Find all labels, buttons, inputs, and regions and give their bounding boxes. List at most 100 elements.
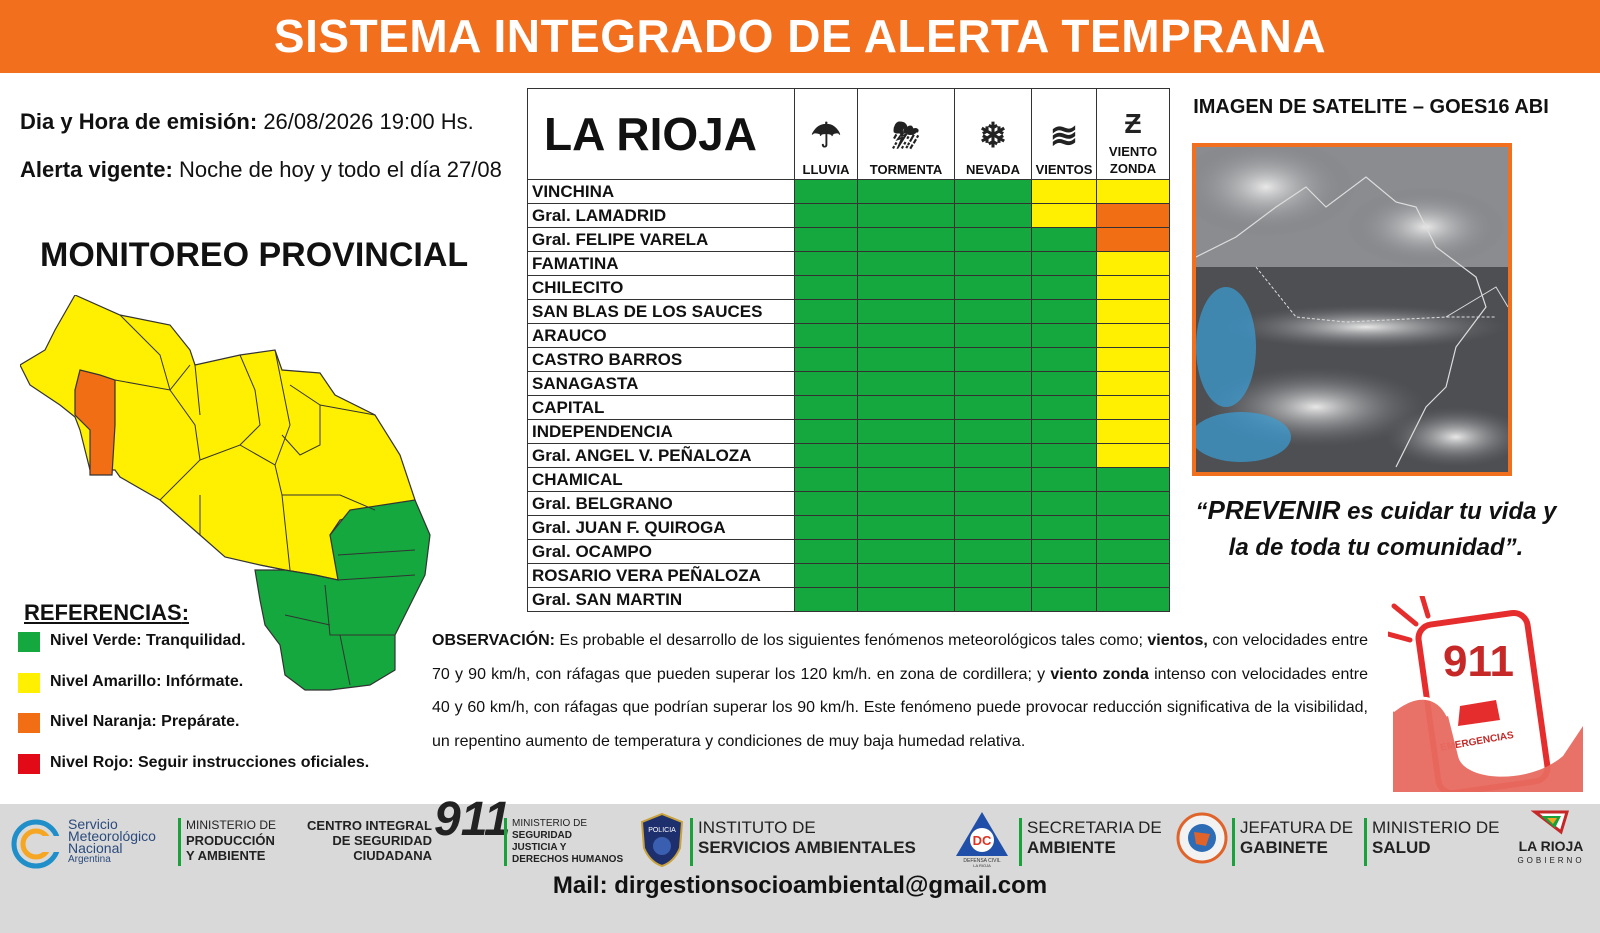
svg-text:DEFENSA CIVIL: DEFENSA CIVIL <box>963 858 1000 864</box>
contact-email[interactable]: Mail: dirgestionsocioambiental@gmail.com <box>552 872 1048 899</box>
alert-cell-nevada <box>954 227 1032 252</box>
alert-cell-vientos <box>1031 323 1097 348</box>
department-name: ROSARIO VERA PEÑALOZA <box>527 563 795 588</box>
gobierno-la-rioja-logo: LA RIOJA GOBIERNO <box>1508 806 1594 868</box>
alert-cell-nevada <box>954 323 1032 348</box>
alert-cell-viento-zonda <box>1096 203 1170 228</box>
alert-cell-lluvia <box>794 443 858 468</box>
table-row: Gral. JUAN F. QUIROGA <box>527 515 1170 540</box>
province-map <box>20 295 431 691</box>
storm-cloud-icon: ⛈ <box>892 117 920 155</box>
alert-cell-tormenta <box>857 323 955 348</box>
svg-text:LA RIOJA: LA RIOJA <box>973 863 991 868</box>
alert-cell-lluvia <box>794 227 858 252</box>
alert-cell-nevada <box>954 275 1032 300</box>
phone-number: 911 <box>1443 637 1514 686</box>
alert-cell-viento-zonda <box>1096 395 1170 420</box>
alert-cell-lluvia <box>794 203 858 228</box>
satellite-picture <box>1196 147 1508 472</box>
satellite-image <box>1192 143 1512 476</box>
map-region-orange-west <box>74 369 116 476</box>
department-name: FAMATINA <box>527 251 795 276</box>
defensa-civil-icon: DC DEFENSA CIVIL LA RIOJA <box>956 812 1008 868</box>
department-name: ARAUCO <box>527 323 795 348</box>
alert-cell-tormenta <box>857 443 955 468</box>
alert-cell-lluvia <box>794 251 858 276</box>
department-name: CASTRO BARROS <box>527 347 795 372</box>
table-row: CHAMICAL <box>527 467 1170 492</box>
col-nevada: ❄ NEVADA <box>954 88 1032 180</box>
alert-cell-nevada <box>954 443 1032 468</box>
table-row: CAPITAL <box>527 395 1170 420</box>
alert-cell-vientos <box>1031 299 1097 324</box>
alert-cell-vientos <box>1031 443 1097 468</box>
table-row: Gral. FELIPE VARELA <box>527 227 1170 252</box>
table-row: Gral. OCAMPO <box>527 539 1170 564</box>
min-seguridad-logo: MINISTERIO DE SEGURIDAD JUSTICIA Y DEREC… <box>504 818 632 866</box>
alert-cell-vientos <box>1031 275 1097 300</box>
alert-cell-tormenta <box>857 203 955 228</box>
alert-cell-vientos <box>1031 563 1097 588</box>
alert-cell-tormenta <box>857 395 955 420</box>
col-vientos: ≋ VIENTOS <box>1031 88 1097 180</box>
observation-text: OBSERVACIÓN: Es probable el desarrollo d… <box>432 632 1369 750</box>
alert-cell-viento-zonda <box>1096 515 1170 540</box>
alert-cell-tormenta <box>857 419 955 444</box>
alert-cell-viento-zonda <box>1096 275 1170 300</box>
alert-cell-tormenta <box>857 515 955 540</box>
table-row: SANAGASTA <box>527 371 1170 396</box>
alert-validity: Alerta vigente: Noche de hoy y todo el d… <box>20 157 502 182</box>
table-row: CHILECITO <box>527 275 1170 300</box>
table-row: VINCHINA <box>527 179 1170 204</box>
alert-cell-vientos <box>1031 347 1097 372</box>
department-name: Gral. FELIPE VARELA <box>527 227 795 252</box>
alert-cell-nevada <box>954 179 1032 204</box>
department-name: CHILECITO <box>527 275 795 300</box>
table-row: Gral. ANGEL V. PEÑALOZA <box>527 443 1170 468</box>
alert-cell-vientos <box>1031 539 1097 564</box>
alert-cell-vientos <box>1031 515 1097 540</box>
alert-cell-tormenta <box>857 563 955 588</box>
alert-cell-vientos <box>1031 587 1097 612</box>
alert-cell-viento-zonda <box>1096 347 1170 372</box>
monitor-title: MONITOREO PROVINCIAL <box>40 236 469 274</box>
alert-cell-nevada <box>954 491 1032 516</box>
alert-cell-tormenta <box>857 299 955 324</box>
table-row: ROSARIO VERA PEÑALOZA <box>527 563 1170 588</box>
alert-cell-vientos <box>1031 227 1097 252</box>
alert-cell-lluvia <box>794 491 858 516</box>
province-name: LA RIOJA <box>527 88 795 180</box>
department-name: Gral. ANGEL V. PEÑALOZA <box>527 443 795 468</box>
svg-text:POLICIA: POLICIA <box>648 827 676 834</box>
ministerio-salud-logo: MINISTERIO DE SALUD <box>1364 818 1512 866</box>
department-name: SANAGASTA <box>527 371 795 396</box>
col-tormenta: ⛈ TORMENTA <box>857 88 955 180</box>
alert-cell-viento-zonda <box>1096 419 1170 444</box>
table-row: SAN BLAS DE LOS SAUCES <box>527 299 1170 324</box>
alert-cell-viento-zonda <box>1096 371 1170 396</box>
department-name: Gral. SAN MARTIN <box>527 587 795 612</box>
table-row: INDEPENDENCIA <box>527 419 1170 444</box>
references-title: REFERENCIAS: <box>24 600 190 625</box>
alert-cell-lluvia <box>794 515 858 540</box>
emission-date: Dia y Hora de emisión: 26/08/2026 19:00 … <box>20 109 474 134</box>
snowflake-icon: ❄ <box>978 117 1008 155</box>
zonda-icon: Ƶ <box>1124 108 1142 139</box>
alert-cell-nevada <box>954 347 1032 372</box>
col-lluvia: ☂ LLUVIA <box>794 88 858 180</box>
alert-cell-lluvia <box>794 347 858 372</box>
alert-cell-nevada <box>954 251 1032 276</box>
alert-cell-lluvia <box>794 563 858 588</box>
map-region-green-south <box>254 499 431 691</box>
alert-cell-nevada <box>954 467 1032 492</box>
alert-cell-vientos <box>1031 251 1097 276</box>
policia-shield-icon: POLICIA <box>640 812 684 868</box>
alert-cell-lluvia <box>794 587 858 612</box>
alert-cell-nevada <box>954 539 1032 564</box>
alert-cell-tormenta <box>857 371 955 396</box>
alert-cell-viento-zonda <box>1096 491 1170 516</box>
alert-cell-viento-zonda <box>1096 563 1170 588</box>
alert-cell-tormenta <box>857 491 955 516</box>
alert-cell-tormenta <box>857 347 955 372</box>
alert-cell-lluvia <box>794 371 858 396</box>
